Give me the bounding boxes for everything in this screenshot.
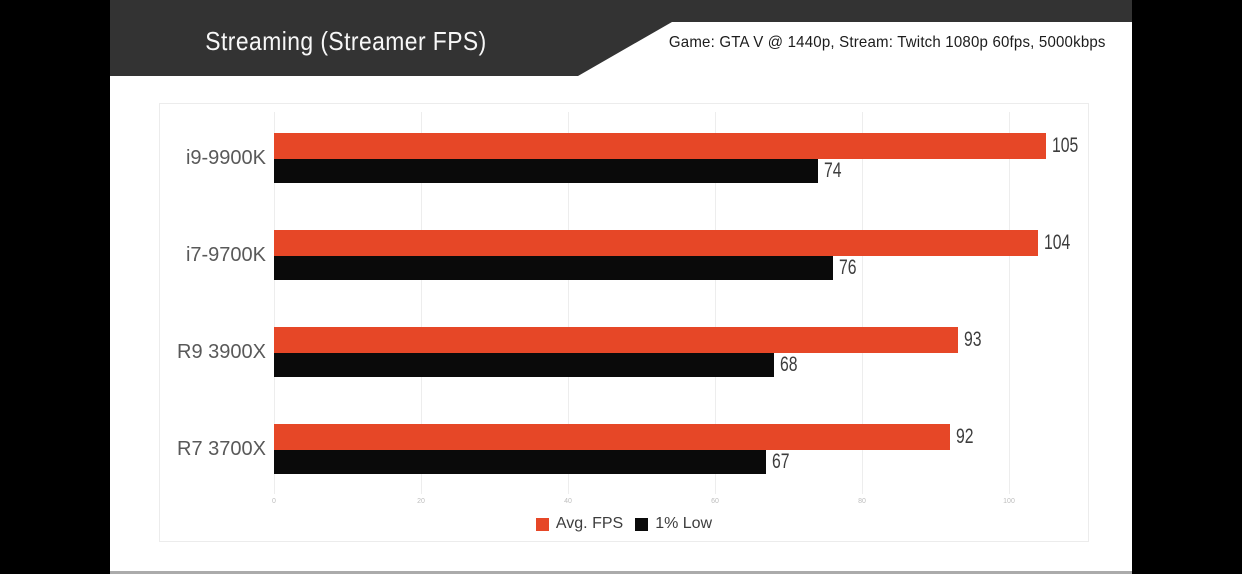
page-title: Streaming (Streamer FPS) [205, 26, 487, 56]
value-label: 76 [838, 256, 857, 279]
x-axis-tick-100: 100 [1003, 498, 1015, 505]
legend-swatch-avg-fps [535, 517, 549, 531]
value-label: 92 [956, 425, 974, 448]
gridline-0 [273, 112, 275, 494]
low-fps-bar [274, 159, 818, 183]
x-axis-tick-40: 40 [564, 498, 572, 505]
letterbox-left [0, 0, 110, 574]
gridline-100 [1008, 112, 1010, 494]
category-label: R7 3700X [177, 438, 266, 460]
low-fps-bar [274, 256, 833, 280]
category-label: i9-9900K [185, 147, 266, 169]
chart-card: 0 20 40 60 80 100 i9-9900K 105 74 i7-9700K 104 76 R9… [159, 103, 1089, 542]
legend-item-1pct-low: 1% Low [635, 515, 712, 533]
value-label: 67 [772, 450, 790, 473]
avg-fps-bar [274, 133, 1046, 159]
legend-label-1pct-low: 1% Low [655, 515, 713, 532]
bottom-divider [110, 571, 1132, 574]
plot-area: 0 20 40 60 80 100 i9-9900K 105 74 i7-9700K 104 76 R9… [160, 104, 1088, 541]
value-label: 105 [1051, 134, 1079, 157]
x-axis-tick-0: 0 [272, 498, 276, 505]
gridline-40 [567, 112, 569, 494]
low-fps-bar [274, 353, 774, 377]
x-axis-tick-80: 80 [858, 498, 866, 505]
content-area: Streaming (Streamer FPS) Game: GTA V @ 1… [110, 0, 1132, 574]
legend-label-avg-fps: Avg. FPS [555, 515, 624, 532]
x-axis-tick-20: 20 [417, 498, 425, 505]
category-label: i7-9700K [185, 244, 266, 266]
legend-swatch-1pct-low [635, 517, 649, 531]
value-label: 68 [779, 353, 798, 376]
x-axis-tick-60: 60 [711, 498, 719, 505]
category-label: R9 3900X [177, 341, 266, 363]
low-fps-bar [274, 450, 767, 474]
letterbox-right [1132, 0, 1242, 574]
legend-item-avg-fps: Avg. FPS [535, 515, 624, 533]
value-label: 74 [823, 159, 842, 182]
gridline-20 [420, 112, 422, 494]
gridline-80 [861, 112, 863, 494]
avg-fps-bar [274, 327, 958, 353]
header-subtitle: Game: GTA V @ 1440p, Stream: Twitch 1080… [669, 34, 1106, 51]
avg-fps-bar [274, 424, 951, 450]
value-label: 104 [1044, 231, 1071, 254]
value-label: 93 [963, 328, 982, 351]
gridline-60 [714, 112, 716, 494]
avg-fps-bar [274, 230, 1039, 256]
chart-legend: Avg. FPS 1% Low [160, 515, 1088, 533]
